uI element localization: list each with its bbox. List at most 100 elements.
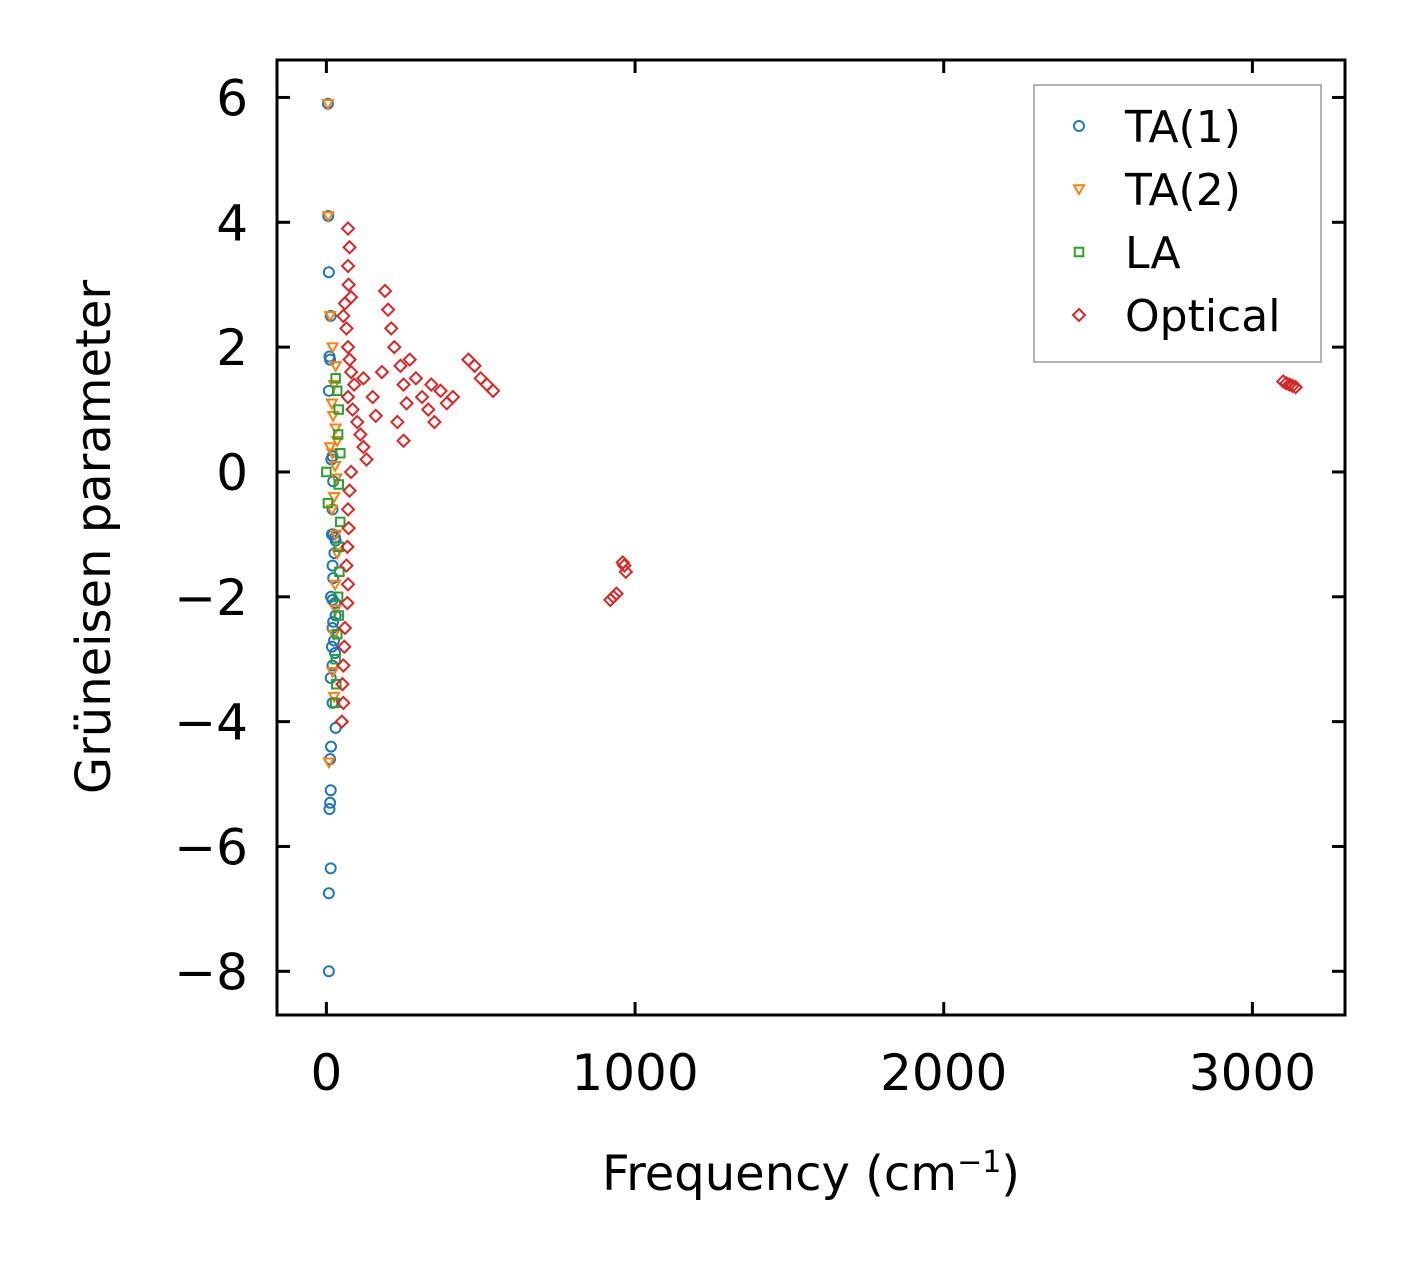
data-point (1285, 378, 1300, 394)
data-point (389, 414, 405, 430)
data-point (339, 320, 354, 336)
data-point (616, 558, 632, 574)
series-ta-2 (321, 98, 344, 770)
data-point (328, 423, 343, 436)
data-point (337, 296, 353, 311)
data-point (335, 695, 351, 711)
data-point (333, 541, 344, 553)
data-point (331, 628, 343, 640)
data-point (356, 439, 371, 455)
data-point (374, 364, 390, 380)
data-point (327, 379, 341, 392)
data-point (333, 404, 344, 415)
data-point (336, 639, 352, 655)
x-tick-label: 0 (310, 1044, 342, 1102)
data-point (339, 558, 354, 574)
plot-frame (275, 58, 1347, 1017)
data-point (321, 98, 335, 111)
legend-items: TA(1) TA(2) LA Optical (1071, 102, 1280, 342)
data-point (1288, 379, 1304, 395)
legend-label: Optical (1125, 291, 1280, 342)
data-point (342, 239, 357, 255)
data-point (325, 666, 340, 679)
data-point (399, 395, 415, 411)
legend-label: LA (1125, 228, 1181, 279)
data-point (330, 653, 341, 665)
y-tick-label: −6 (174, 818, 248, 876)
data-point (339, 595, 355, 611)
x-axis-label: Frequency (cm−1) (602, 1145, 1020, 1202)
data-point (327, 615, 340, 628)
data-point (380, 302, 396, 318)
legend-marker (1072, 184, 1086, 197)
data-point (339, 539, 355, 555)
data-point (323, 442, 337, 455)
y-tick-label: −4 (174, 694, 248, 752)
data-point (333, 479, 344, 490)
legend: TA(1) TA(2) LA Optical (1033, 84, 1322, 363)
data-point (340, 258, 356, 274)
data-point (335, 447, 346, 459)
data-point (335, 676, 350, 692)
data-point (343, 289, 359, 305)
data-point (402, 352, 418, 368)
axis-ticks: 0 1000 2000 3000 6 4 2 0 −2 −4 −6 −8 (174, 60, 1345, 1102)
data-point (327, 691, 341, 704)
data-point (346, 377, 362, 392)
data-point (328, 361, 343, 373)
data-point (342, 483, 357, 499)
data-points (321, 97, 1304, 978)
data-point (328, 634, 341, 647)
legend-entry: Optical (1071, 291, 1280, 342)
data-point (356, 370, 371, 386)
data-point (329, 534, 342, 547)
data-point (433, 383, 449, 399)
y-tick-label: −2 (174, 569, 248, 627)
data-point (332, 429, 344, 440)
data-point (322, 887, 335, 900)
data-point (341, 277, 357, 293)
data-point (329, 697, 341, 709)
data-point (445, 389, 461, 405)
y-tick-label: 6 (216, 69, 248, 127)
data-point (345, 402, 361, 417)
data-point (485, 383, 501, 399)
data-point (333, 610, 344, 621)
y-tick-label: 4 (216, 194, 248, 252)
data-point (321, 211, 335, 224)
series-ta-1 (321, 97, 342, 978)
data-point (467, 358, 482, 374)
data-point (342, 352, 357, 368)
data-point (326, 559, 339, 572)
data-point (343, 464, 359, 480)
legend-marker (1071, 307, 1087, 323)
data-point (329, 721, 342, 734)
data-point (408, 370, 424, 386)
data-point (335, 516, 346, 528)
legend-label: TA(2) (1124, 165, 1241, 216)
data-point (340, 576, 356, 592)
data-point (328, 529, 343, 542)
legend-label: TA(1) (1124, 102, 1241, 153)
x-tick-label: 2000 (880, 1044, 1007, 1102)
data-point (352, 427, 368, 442)
data-point (335, 308, 351, 324)
data-point (479, 377, 495, 392)
data-point (383, 320, 399, 336)
x-tick-label: 3000 (1189, 1044, 1316, 1102)
data-point (377, 283, 393, 299)
data-point (340, 501, 356, 517)
data-point (609, 586, 624, 602)
data-point (427, 414, 442, 430)
series-la (321, 373, 346, 709)
legend-marker (1073, 246, 1085, 258)
data-point (325, 740, 338, 753)
data-point (327, 572, 340, 585)
data-point (328, 604, 343, 617)
data-point (324, 796, 337, 809)
data-point (386, 339, 402, 355)
data-point (324, 784, 337, 797)
data-point (359, 452, 374, 467)
data-point (329, 646, 342, 659)
